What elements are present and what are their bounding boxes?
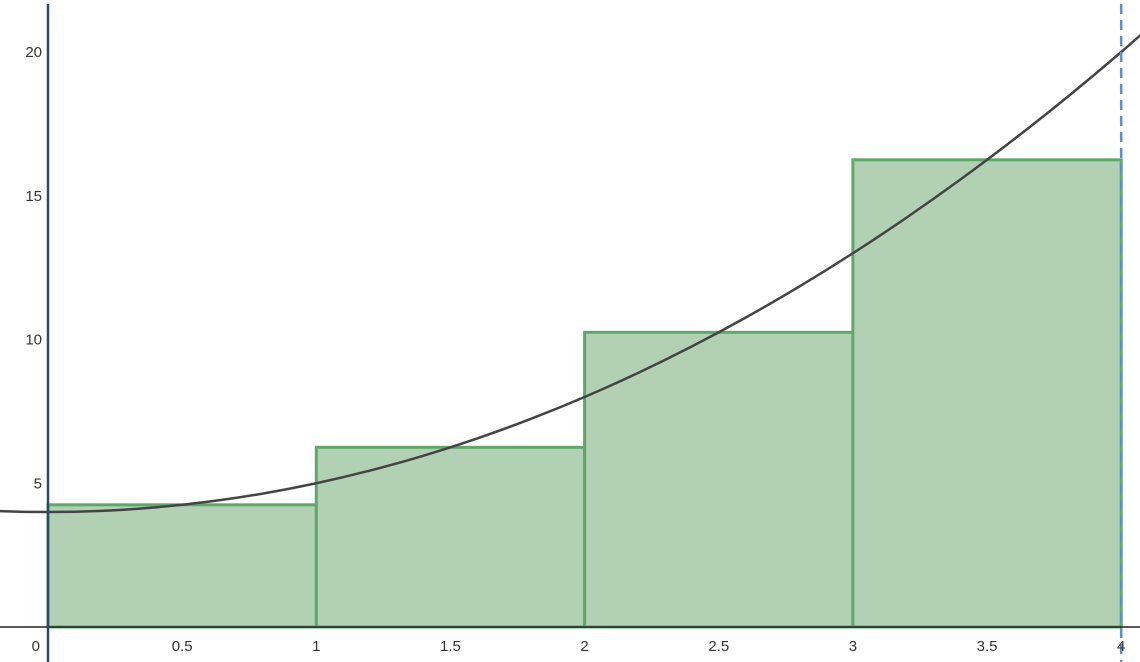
x-tick-label: 2 (580, 638, 588, 655)
bar-4 (851, 158, 1123, 629)
bars-layer (46, 158, 1123, 629)
x-tick-label: 1.5 (440, 638, 461, 655)
x-tick-label: 1 (312, 638, 320, 655)
bar-1 (46, 503, 318, 629)
y-tick-label: 15 (25, 188, 42, 205)
bar-3 (583, 330, 855, 629)
ticks-layer: 0 0.5 1 1.5 2 2.5 3 3.5 4 5 10 15 20 (25, 44, 1125, 655)
y-tick-label: 20 (25, 44, 42, 61)
function-curve (0, 33, 1140, 514)
x-tick-label: 3.5 (977, 638, 998, 655)
curve-layer (0, 33, 1140, 514)
x-tick-label: 3 (849, 638, 857, 655)
x-tick-label: 4 (1117, 638, 1125, 655)
axes-layer (0, 4, 1140, 662)
y-tick-label: 10 (25, 332, 42, 349)
bar-2 (314, 445, 587, 629)
x-tick-label: 0 (32, 638, 40, 655)
x-tick-label: 2.5 (708, 638, 729, 655)
x-tick-label: 0.5 (172, 638, 193, 655)
y-tick-label: 5 (34, 475, 42, 492)
